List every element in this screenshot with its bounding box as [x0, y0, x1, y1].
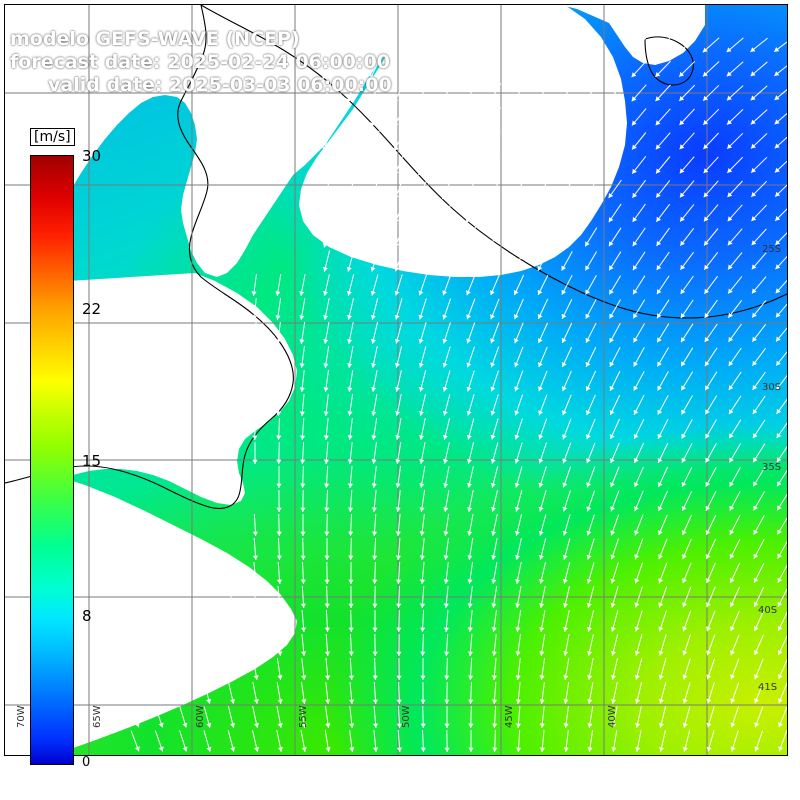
- colorbar-tick-15: 15: [82, 452, 102, 470]
- map-title-block: modelo GEFS-WAVE (NCEP) forecast date: 2…: [10, 28, 392, 97]
- lon-label-40W: 40W: [607, 705, 618, 728]
- colorbar-tick-30: 30: [82, 147, 102, 165]
- lat-label-41S: 41S: [758, 682, 778, 693]
- map-vector-layer: [5, 5, 787, 755]
- lon-label-65W: 65W: [92, 705, 103, 728]
- lon-label-45W: 45W: [504, 705, 515, 728]
- land-mask: [5, 5, 705, 755]
- lat-label-25S: 25S: [762, 244, 782, 255]
- lat-label-30S: 30S: [762, 382, 782, 393]
- coastline: [5, 5, 787, 510]
- graticule: [5, 5, 787, 755]
- lon-label-50W: 50W: [401, 705, 412, 728]
- valid-date: valid date: 2025-03-03 06:00:00: [48, 74, 392, 96]
- colorbar-unit-label: [m/s]: [30, 128, 75, 146]
- lat-label-35S: 35S: [762, 462, 782, 473]
- lon-label-70W: 70W: [16, 705, 27, 728]
- map-canvas: [5, 5, 787, 755]
- map-frame: [4, 4, 788, 756]
- colorbar: [30, 155, 74, 765]
- colorbar-tick-0: 0: [82, 755, 91, 770]
- colorbar-tick-22: 22: [82, 300, 102, 318]
- lat-label-40S: 40S: [758, 605, 778, 616]
- model-title: modelo GEFS-WAVE (NCEP): [10, 28, 300, 50]
- lon-label-55W: 55W: [298, 705, 309, 728]
- wind-direction-arrows: [130, 34, 787, 753]
- lon-label-60W: 60W: [195, 705, 206, 728]
- forecast-date: forecast date: 2025-02-24 06:00:00: [10, 51, 390, 73]
- colorbar-tick-8: 8: [82, 607, 92, 625]
